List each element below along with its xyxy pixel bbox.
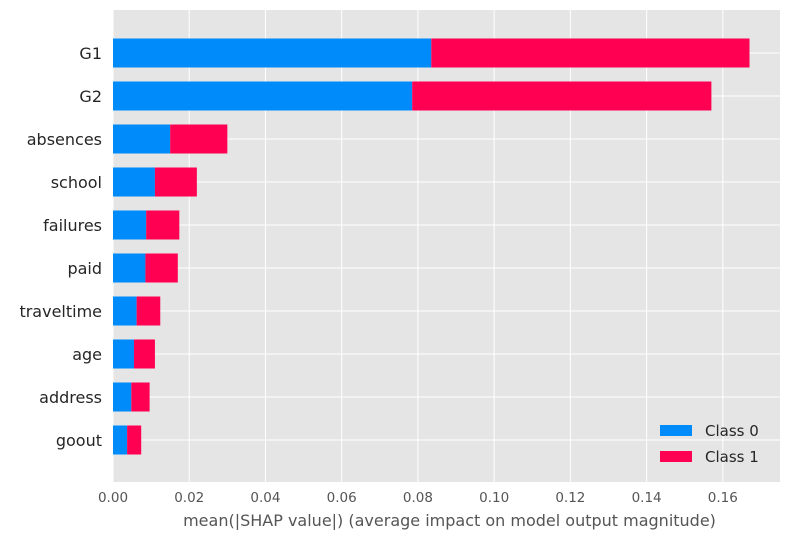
category-label: failures xyxy=(43,216,102,235)
x-tick-label: 0.04 xyxy=(250,490,280,506)
bar-age-class-1 xyxy=(133,339,155,369)
x-axis-title: mean(|SHAP value|) (average impact on mo… xyxy=(183,511,716,530)
x-tick-label: 0.08 xyxy=(403,490,433,506)
category-label: traveltime xyxy=(19,302,102,321)
category-label: paid xyxy=(67,259,102,278)
bar-absences-class-0 xyxy=(113,124,171,154)
bar-goout-class-1 xyxy=(127,425,142,455)
bar-absences-class-1 xyxy=(170,124,228,154)
bar-address-class-1 xyxy=(131,382,150,412)
category-label: address xyxy=(39,388,102,407)
bar-paid-class-0 xyxy=(113,253,146,283)
bar-paid-class-1 xyxy=(145,253,178,283)
bar-school-class-1 xyxy=(154,167,197,197)
bar-address-class-0 xyxy=(113,382,132,412)
bar-traveltime-class-1 xyxy=(136,296,161,326)
legend-swatch-class-1 xyxy=(660,451,692,462)
category-label: age xyxy=(72,345,102,364)
plot-area xyxy=(113,10,780,482)
bar-G2-class-1 xyxy=(412,81,712,111)
category-labels: G1 G2 absences school failures paid traveltime… xyxy=(19,44,102,450)
category-label: absences xyxy=(27,130,102,149)
category-label: G2 xyxy=(79,87,102,106)
bar-traveltime-class-0 xyxy=(113,296,137,326)
category-label: goout xyxy=(56,431,102,450)
bar-G1-class-1 xyxy=(431,38,750,68)
bar-age-class-0 xyxy=(113,339,134,369)
x-tick-label: 0.12 xyxy=(555,490,585,506)
legend-label-class-1: Class 1 xyxy=(705,448,759,466)
bar-G1-class-0 xyxy=(113,38,432,68)
category-label: school xyxy=(51,173,102,192)
x-tick-label: 0.14 xyxy=(632,490,662,506)
bars xyxy=(113,38,750,455)
bar-failures-class-1 xyxy=(146,210,180,240)
bar-goout-class-0 xyxy=(113,425,128,455)
bar-failures-class-0 xyxy=(113,210,147,240)
bar-school-class-0 xyxy=(113,167,155,197)
bar-G2-class-0 xyxy=(113,81,413,111)
x-tick-label: 0.16 xyxy=(708,490,738,506)
category-label: G1 xyxy=(79,44,102,63)
x-tick-label: 0.02 xyxy=(174,490,204,506)
x-tick-label: 0.00 xyxy=(98,490,128,506)
legend-label-class-0: Class 0 xyxy=(705,422,759,440)
legend-swatch-class-0 xyxy=(660,425,692,436)
x-tick-label: 0.10 xyxy=(479,490,509,506)
x-tick-labels: 0.00 0.02 0.04 0.06 0.08 0.10 0.12 0.14 0.16 xyxy=(98,490,738,506)
x-tick-label: 0.06 xyxy=(327,490,357,506)
legend: Class 0 Class 1 xyxy=(660,422,759,466)
